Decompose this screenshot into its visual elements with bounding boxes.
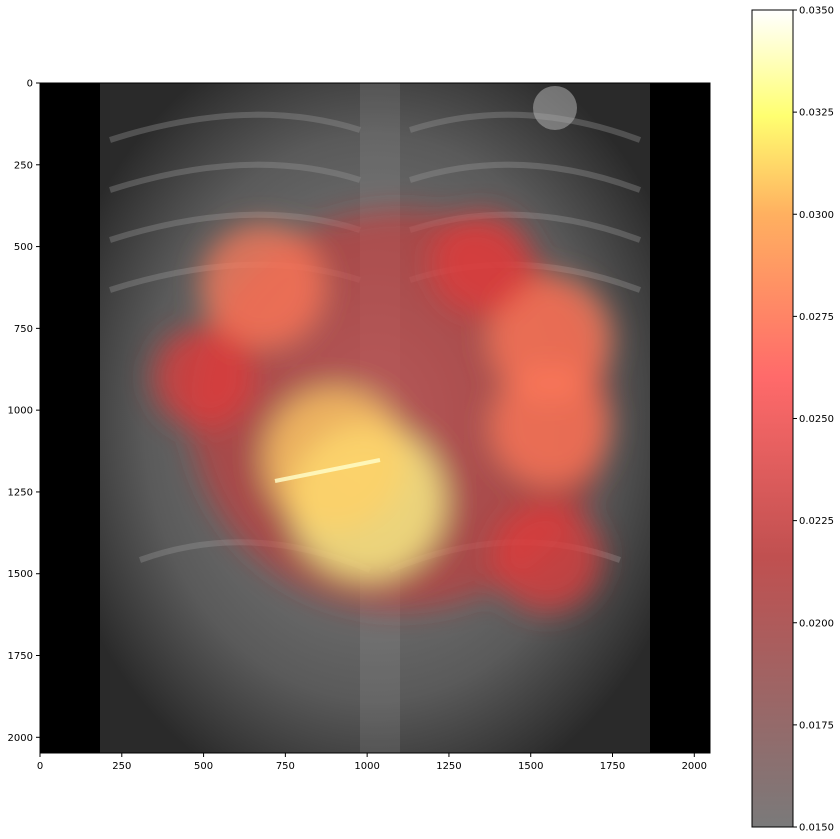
x-tick-label: 1750: [600, 761, 625, 772]
colorbar-tick-label: 0.0325: [799, 108, 834, 119]
colorbar-tick-label: 0.0350: [799, 6, 834, 17]
colorbar-tick-label: 0.0150: [799, 823, 834, 834]
device-shadow: [533, 86, 577, 130]
y-tick-label: 1000: [8, 406, 33, 417]
colorbar-tick-label: 0.0175: [799, 720, 834, 731]
x-tick-label: 2000: [682, 761, 707, 772]
y-axis: 0 250 500 750 1000 1250 1500 1750 2000: [8, 79, 40, 744]
y-tick-label: 500: [14, 242, 33, 253]
xray-image: [40, 83, 710, 753]
heatmap-overlay: [152, 210, 613, 613]
x-tick-label: 1000: [354, 761, 379, 772]
colorbar-tick-label: 0.0250: [799, 414, 834, 425]
plot-frame: [39, 82, 711, 754]
x-axis: 0 250 500 750 1000 1250 1500 1750 2000: [37, 753, 707, 772]
heat-hotspot: [491, 502, 603, 613]
heat-hotspot: [488, 276, 613, 401]
y-tick-label: 1500: [8, 569, 33, 580]
y-tick-label: 2000: [8, 733, 33, 744]
x-tick-label: 1500: [518, 761, 543, 772]
x-tick-label: 0: [37, 761, 43, 772]
colorbar: [751, 9, 794, 828]
y-tick-label: 250: [14, 160, 33, 171]
x-tick-label: 250: [112, 761, 131, 772]
colorbar-axis: 0.0150 0.0175 0.0200 0.0225 0.0250 0.0275 0.03…: [793, 6, 834, 834]
heat-hotspot: [430, 212, 533, 314]
heat-hotspot: [152, 326, 255, 429]
heat-hotspot: [490, 366, 611, 487]
heat-hotspot: [200, 223, 325, 348]
y-tick-label: 1250: [8, 487, 33, 498]
y-tick-label: 0: [27, 79, 33, 90]
colorbar-tick-label: 0.0200: [799, 618, 834, 629]
x-tick-label: 1250: [436, 761, 461, 772]
y-tick-label: 750: [14, 324, 33, 335]
tube-line: [274, 458, 381, 483]
x-tick-label: 500: [194, 761, 213, 772]
x-tick-label: 750: [276, 761, 295, 772]
colorbar-tick-label: 0.0275: [799, 312, 834, 323]
colorbar-tick-label: 0.0300: [799, 210, 834, 221]
y-tick-label: 1750: [8, 651, 33, 662]
colorbar-tick-label: 0.0225: [799, 516, 834, 527]
heat-hotspot: [263, 388, 406, 531]
